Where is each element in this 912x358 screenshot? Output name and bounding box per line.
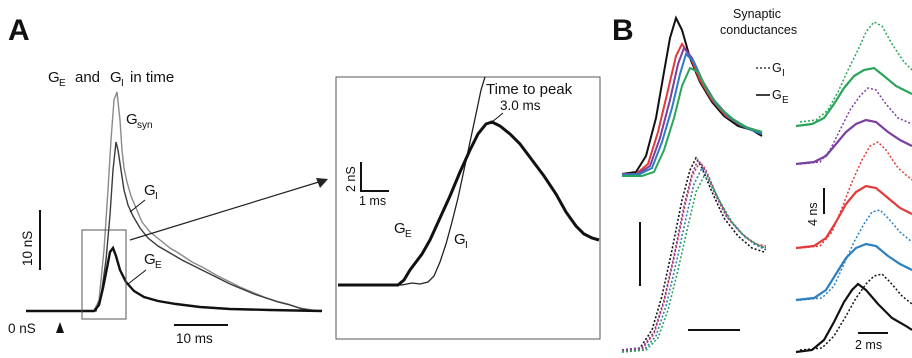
gi-label: G I (144, 182, 158, 202)
svg-text:E: E (155, 260, 162, 271)
inset-gi-label: G I (454, 231, 468, 251)
svg-text:I: I (465, 240, 468, 251)
panel-a-title: G E and G I in time (48, 69, 174, 89)
overlay-ge-purple (622, 46, 763, 175)
stack-ge-red (795, 184, 912, 250)
inset-ge-trace (338, 120, 600, 287)
zero-ns-label: 0 nS (8, 321, 36, 336)
gi-label-pointer (129, 199, 146, 213)
ge-label-pointer (127, 269, 147, 285)
overlay-gi-purple (621, 158, 767, 351)
ge-label: G E (144, 251, 162, 271)
svg-text:E: E (782, 95, 789, 106)
svg-text:G: G (454, 231, 466, 248)
svg-text:E: E (405, 229, 412, 240)
stack-ge-black (795, 282, 912, 354)
svg-text:I: I (782, 68, 785, 79)
svg-text:G: G (144, 251, 156, 268)
overlay-ge-blue (621, 52, 763, 176)
time-to-peak-value: 3.0 ms (500, 98, 541, 113)
overlay-gi-blue (621, 166, 767, 353)
inset-frame (335, 76, 601, 340)
overlay-gi-red (621, 160, 767, 352)
stack-gi-blue (799, 209, 912, 301)
gsyn-trace (26, 91, 323, 312)
panel-b-title-line2: conductances (720, 23, 797, 37)
legend-ge-label: G E (772, 88, 789, 106)
stack-ge-purple (795, 118, 912, 166)
stack-scale-label-2ms: 2 ms (855, 338, 882, 352)
time-to-peak-label: Time to peak (486, 81, 573, 98)
zoom-box (81, 229, 127, 320)
overlay-gi-green (621, 174, 767, 353)
svg-text:G: G (144, 182, 156, 199)
scale-label-10ms: 10 ms (176, 331, 213, 346)
svg-text:G: G (772, 61, 782, 75)
stack-scale-label-4ns: 4 ns (806, 202, 820, 226)
stack-gi-purple (799, 87, 912, 165)
svg-text:in time: in time (130, 69, 174, 86)
stack-ge-green (795, 66, 912, 128)
inset-gi-trace (338, 76, 486, 286)
svg-text:G: G (110, 69, 122, 86)
inset-ge-label: G E (394, 220, 412, 240)
scale-label-10ns: 10 nS (20, 231, 35, 266)
svg-text:I: I (155, 191, 158, 202)
zoom-arrow (129, 180, 323, 241)
panel-b-title-line1: Synaptic (733, 7, 781, 21)
stack-gi-red (799, 141, 912, 249)
svg-text:E: E (59, 78, 66, 89)
panel-b-letter: B (612, 14, 634, 47)
svg-text:and: and (75, 69, 100, 86)
stack-gi-green (799, 21, 912, 123)
overlay-gi-traces (621, 156, 767, 353)
svg-text:G: G (772, 88, 782, 102)
stack-gi-black (799, 273, 912, 351)
gsyn-label: G syn (126, 111, 153, 131)
overlay-ge-green (622, 66, 763, 177)
overlay-ge-red (621, 42, 763, 176)
overlay-gi-black (621, 156, 765, 351)
svg-text:G: G (48, 69, 60, 86)
stack-ge-blue (795, 242, 912, 302)
overlay-ge-black (621, 15, 763, 175)
legend-gi-label: G I (772, 61, 785, 79)
svg-text:syn: syn (137, 120, 153, 131)
gi-trace (26, 141, 322, 312)
svg-text:I: I (121, 78, 124, 89)
stimulus-marker (56, 322, 64, 333)
ge-trace (26, 245, 323, 313)
svg-text:G: G (394, 220, 406, 237)
time-to-peak-arrow (491, 112, 504, 123)
zoom-arrow-head (316, 178, 328, 188)
overlay-ge-traces (621, 15, 763, 177)
inset-scale-label-2ns: 2 nS (344, 166, 358, 192)
panel-a-letter: A (8, 14, 30, 47)
svg-text:G: G (126, 111, 138, 128)
inset-scale-label-1ms: 1 ms (359, 194, 386, 208)
